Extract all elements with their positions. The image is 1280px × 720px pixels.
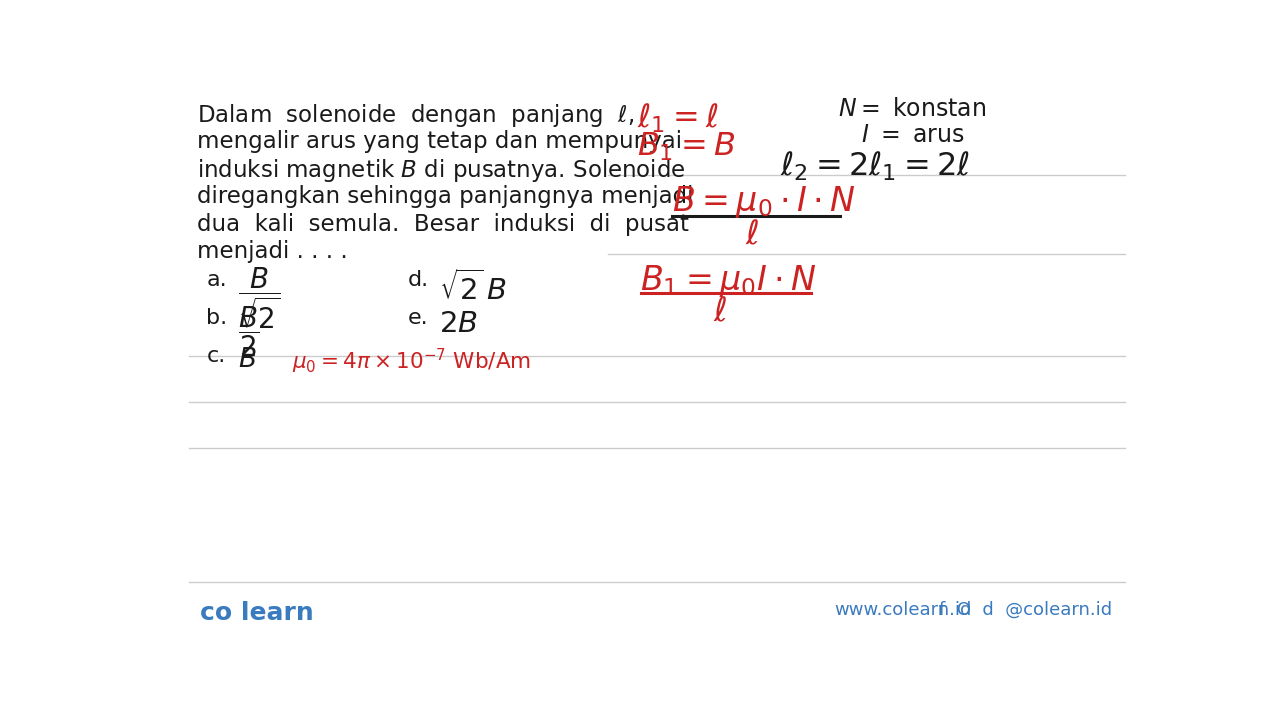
Text: $\dfrac{B}{\sqrt{2}}$: $\dfrac{B}{\sqrt{2}}$: [238, 266, 280, 331]
Text: Dalam  solenoide  dengan  panjang  $\ell$,: Dalam solenoide dengan panjang $\ell$,: [197, 102, 635, 129]
Text: $B_1 = B$: $B_1 = B$: [636, 131, 735, 163]
Text: diregangkan sehingga panjangnya menjadi: diregangkan sehingga panjangnya menjadi: [197, 185, 694, 208]
Text: $B$: $B$: [238, 348, 256, 374]
Text: co learn: co learn: [200, 600, 314, 625]
Text: www.colearn.id: www.colearn.id: [835, 600, 972, 618]
Text: d.: d.: [408, 270, 429, 289]
Text: $\mu_0 = 4\pi \times 10^{-7}\ \mathrm{Wb/Am}$: $\mu_0 = 4\pi \times 10^{-7}\ \mathrm{Wb…: [292, 346, 531, 376]
Text: f  O  d  @colearn.id: f O d @colearn.id: [938, 600, 1112, 618]
Text: $B = \mu_0 \cdot I \cdot N$: $B = \mu_0 \cdot I \cdot N$: [672, 184, 855, 220]
Text: $\sqrt{2}\,B$: $\sqrt{2}\,B$: [439, 270, 507, 305]
Text: dua  kali  semula.  Besar  induksi  di  pusat: dua kali semula. Besar induksi di pusat: [197, 212, 689, 235]
Text: menjadi . . . .: menjadi . . . .: [197, 240, 348, 264]
Text: b.: b.: [206, 308, 228, 328]
Text: a.: a.: [206, 270, 227, 289]
Text: e.: e.: [408, 308, 429, 328]
Text: mengalir arus yang tetap dan mempunyai: mengalir arus yang tetap dan mempunyai: [197, 130, 682, 153]
Text: $2B$: $2B$: [439, 310, 477, 338]
Text: $\ell_2 = 2\ell_1 = 2\ell$: $\ell_2 = 2\ell_1 = 2\ell$: [780, 150, 970, 183]
Text: $N=$ konstan: $N=$ konstan: [838, 97, 987, 121]
Text: $B_1 = \mu_0 I \cdot N$: $B_1 = \mu_0 I \cdot N$: [640, 264, 817, 300]
Text: induksi magnetik $B$ di pusatnya. Solenoide: induksi magnetik $B$ di pusatnya. Soleno…: [197, 157, 686, 184]
Text: $\ell$: $\ell$: [745, 219, 759, 252]
Text: $I\ =$ arus: $I\ =$ arus: [861, 123, 965, 148]
Text: c.: c.: [206, 346, 225, 366]
Text: $\ell$: $\ell$: [713, 296, 727, 329]
Text: $\ell_1 = \ell$: $\ell_1 = \ell$: [636, 102, 718, 135]
Text: $\dfrac{B}{2}$: $\dfrac{B}{2}$: [238, 305, 259, 359]
